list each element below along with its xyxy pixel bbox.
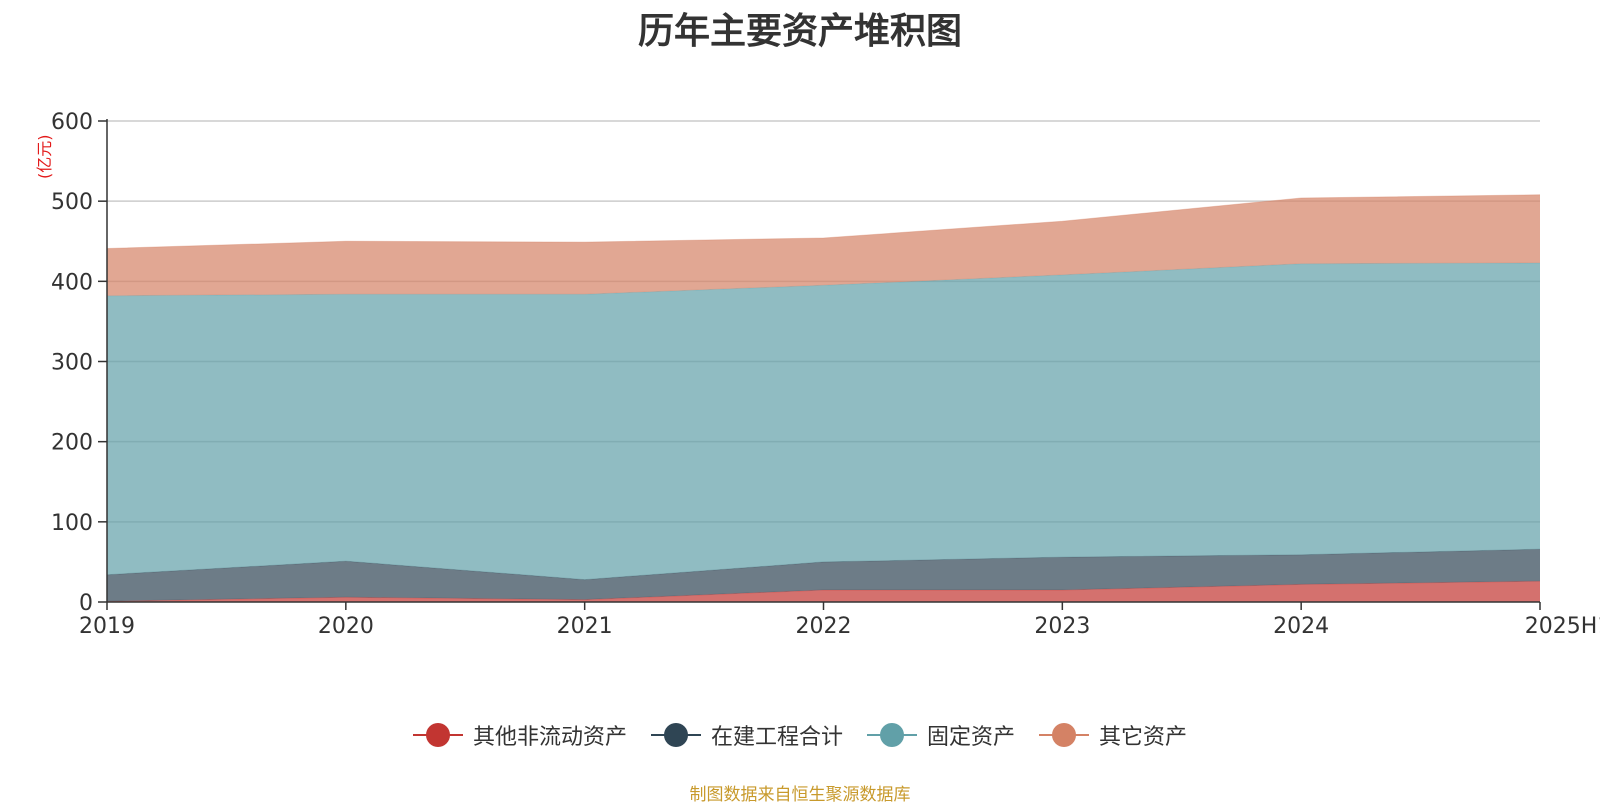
x-tick-label: 2021 [557, 614, 613, 639]
x-tick-label: 2023 [1034, 614, 1090, 639]
legend-marker-icon [412, 722, 463, 748]
legend-label: 在建工程合计 [710, 725, 843, 750]
legend-label: 其它资产 [1099, 725, 1188, 750]
legend-marker-icon [1039, 722, 1090, 748]
axes: 0 100 200 300 400 500 600 2019 2020 2021 2022 2023 2… [51, 110, 1600, 639]
area-series-3 [107, 262, 1540, 580]
y-tick-label: 0 [79, 591, 93, 616]
area-series-1 [107, 581, 1540, 602]
x-tick-label: 2025H1 [1525, 614, 1600, 639]
legend-marker-icon [650, 722, 701, 748]
legend-item[interactable]: 固定资产 [867, 719, 1015, 751]
legend-item[interactable]: 其它资产 [1039, 719, 1187, 751]
chart-title: 历年主要资产堆积图 [637, 11, 962, 52]
y-tick-label: 100 [51, 511, 93, 536]
y-tick-label: 500 [51, 190, 93, 215]
x-tick-label: 2024 [1273, 614, 1329, 639]
legend-label: 固定资产 [927, 725, 1016, 750]
y-tick-label: 300 [51, 351, 93, 376]
area-series-2 [107, 549, 1540, 602]
x-tick-label: 2019 [79, 614, 135, 639]
legend-item[interactable]: 在建工程合计 [650, 719, 843, 751]
y-tick-label: 600 [51, 110, 93, 135]
x-tick-label: 2022 [796, 614, 852, 639]
legend-label: 其他非流动资产 [472, 725, 627, 750]
y-tick-label: 400 [51, 270, 93, 295]
series-top-line-4 [106, 194, 1541, 249]
area-series-4 [107, 194, 1540, 296]
legend-item[interactable]: 其他非流动资产 [412, 719, 627, 751]
legend-marker-icon [867, 722, 917, 748]
source-note: 制图数据来自恒生聚源数据库 [689, 785, 911, 805]
y-tick-label: 200 [51, 431, 93, 456]
x-tick-label: 2020 [318, 614, 374, 639]
legend: 其他非流动资产 在建工程合计 固定资产 其它资产 [0, 719, 1600, 751]
area-series [106, 194, 1541, 602]
